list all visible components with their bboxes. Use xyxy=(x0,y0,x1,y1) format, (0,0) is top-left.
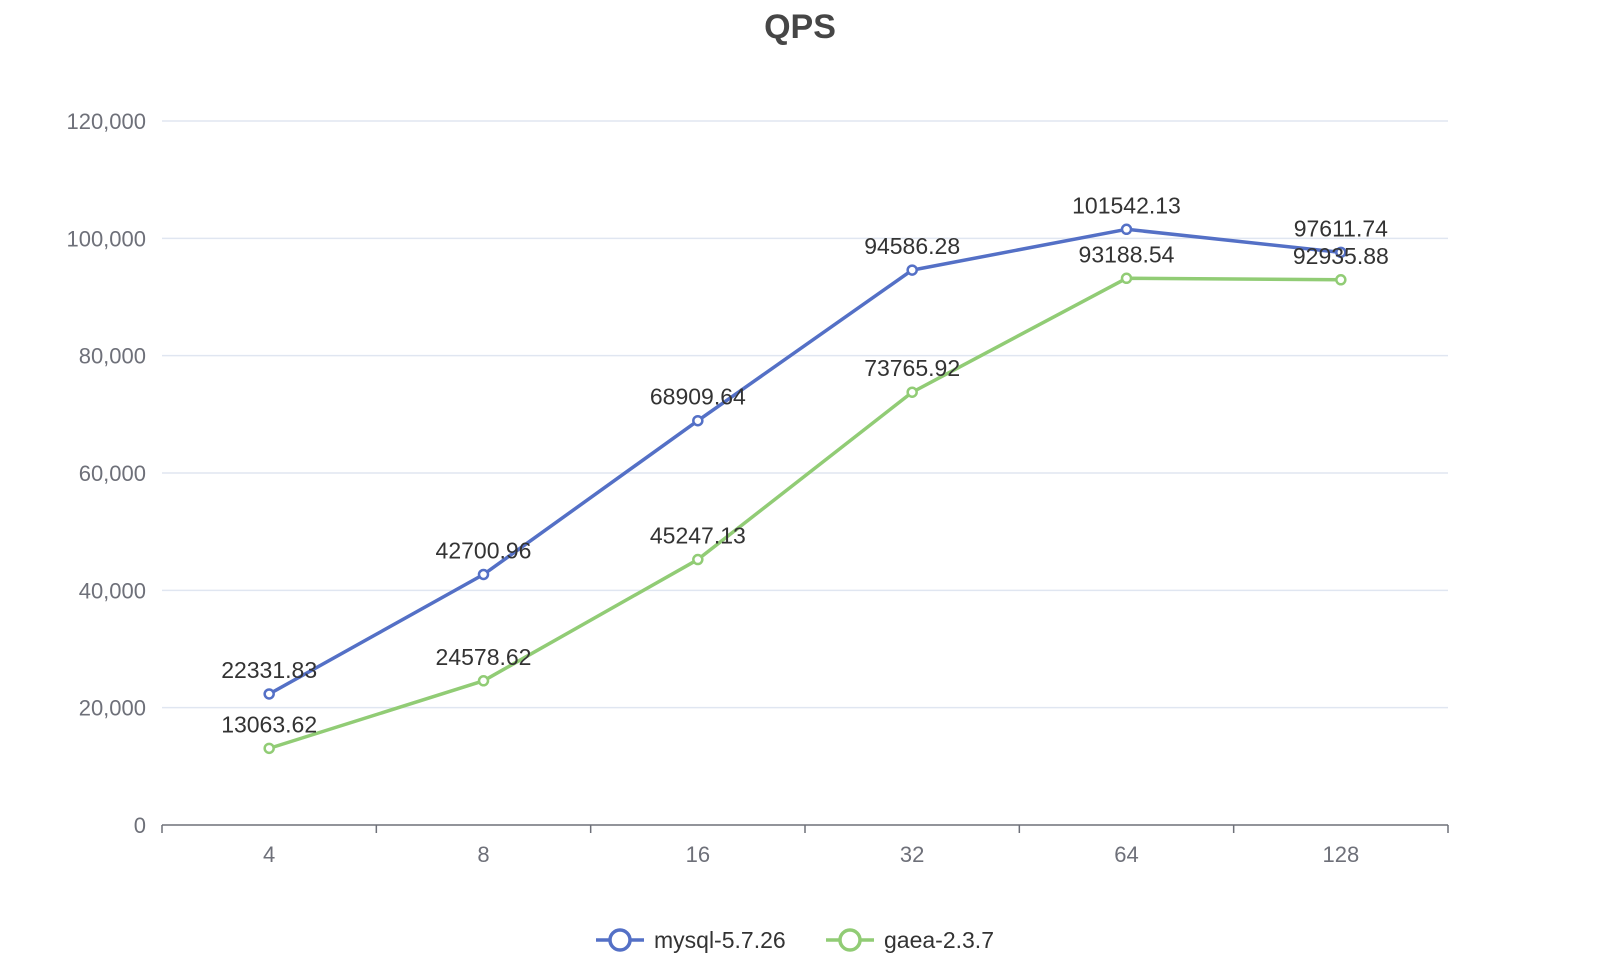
data-label: 93188.54 xyxy=(1079,241,1175,267)
data-point[interactable] xyxy=(906,264,918,276)
legend[interactable]: mysql-5.7.26 gaea-2.3.7 xyxy=(596,927,994,953)
legend-item[interactable]: mysql-5.7.26 xyxy=(596,927,786,953)
y-tick-label: 20,000 xyxy=(79,696,146,721)
x-tick-label: 8 xyxy=(477,842,489,867)
x-tick-label: 4 xyxy=(263,842,275,867)
data-label: 22331.83 xyxy=(221,657,317,683)
data-label: 101542.13 xyxy=(1072,192,1181,218)
data-label: 94586.28 xyxy=(864,233,960,259)
data-point[interactable] xyxy=(263,688,275,700)
legend-label: mysql-5.7.26 xyxy=(654,927,786,953)
x-tick-label: 64 xyxy=(1114,842,1138,867)
grid-lines xyxy=(162,120,1448,709)
data-label: 97611.74 xyxy=(1294,215,1388,241)
y-tick-label: 100,000 xyxy=(66,226,146,251)
chart-title: QPS xyxy=(764,8,836,46)
data-point[interactable] xyxy=(906,386,918,398)
data-label: 68909.64 xyxy=(650,384,746,410)
data-label: 45247.13 xyxy=(650,523,746,549)
data-point[interactable] xyxy=(477,675,490,687)
data-labels: 22331.83 42700.96 68909.64 94586.28 101542.1… xyxy=(221,192,1389,737)
data-label: 24578.62 xyxy=(436,644,532,670)
data-point[interactable] xyxy=(477,568,490,581)
data-point[interactable] xyxy=(1335,246,1347,259)
x-tick-label: 128 xyxy=(1322,842,1359,867)
y-tick-label: 0 xyxy=(134,813,146,838)
x-tick-label: 32 xyxy=(900,842,924,867)
y-tick-label: 80,000 xyxy=(79,344,146,369)
y-tick-label: 60,000 xyxy=(79,461,146,486)
data-label: 13063.62 xyxy=(221,711,317,737)
legend-swatch-marker xyxy=(838,928,862,952)
series-line-mysql-5.7.26 xyxy=(268,227,1342,696)
data-label: 92935.88 xyxy=(1293,243,1389,269)
data-point[interactable] xyxy=(692,553,704,566)
legend-swatch-marker xyxy=(608,928,632,952)
data-label: 73765.92 xyxy=(864,355,960,381)
data-point[interactable] xyxy=(1120,272,1133,285)
x-tick-label: 16 xyxy=(686,842,710,867)
y-tick-label: 40,000 xyxy=(79,578,146,603)
data-point[interactable] xyxy=(263,742,275,755)
legend-item[interactable]: gaea-2.3.7 xyxy=(826,927,994,953)
axes: 0 20,000 40,000 60,000 80,000 100,000 120,000 4… xyxy=(66,109,1449,867)
legend-label: gaea-2.3.7 xyxy=(884,927,994,953)
series-lines xyxy=(263,223,1347,755)
data-label: 42700.96 xyxy=(436,537,532,563)
data-point[interactable] xyxy=(1335,274,1347,286)
data-point[interactable] xyxy=(692,414,704,427)
y-tick-label: 120,000 xyxy=(66,109,146,134)
data-point[interactable] xyxy=(1120,223,1133,236)
series-line-gaea-2.3.7 xyxy=(268,276,1341,751)
